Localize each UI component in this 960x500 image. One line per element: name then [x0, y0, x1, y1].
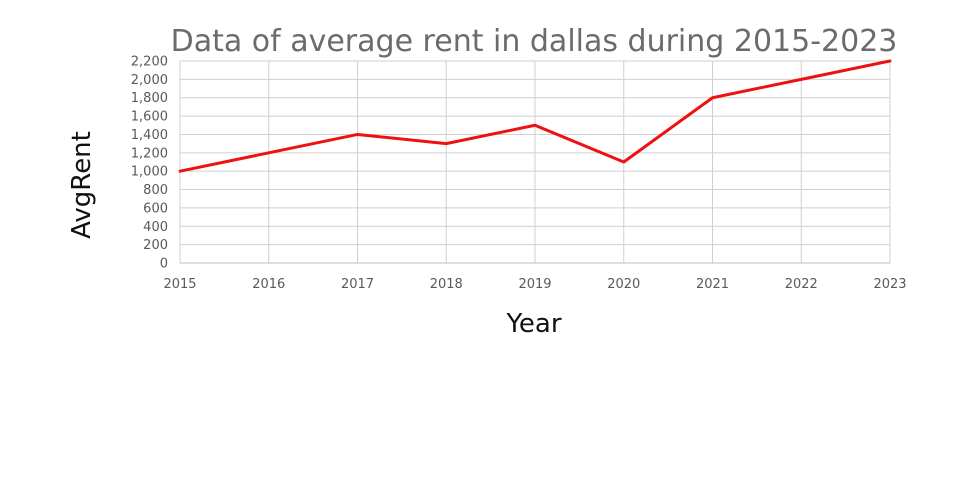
- grid: [179, 60, 891, 264]
- x-tick-label: 2016: [252, 277, 285, 292]
- x-tick-label: 2023: [873, 277, 906, 292]
- y-tick-label: 1,600: [131, 110, 168, 125]
- x-tick-label: 2015: [163, 277, 196, 292]
- y-axis-title: AvgRent: [67, 131, 97, 239]
- x-tick-label: 2017: [341, 277, 374, 292]
- x-axis-tick-labels: 2015 2016 2017 2018 2019 2020 2021 2022 2023: [163, 277, 906, 292]
- y-tick-label: 400: [143, 220, 168, 235]
- y-tick-label: 2,000: [131, 73, 168, 88]
- y-tick-label: 600: [143, 201, 168, 216]
- chart-title: Data of average rent in dallas during 20…: [171, 24, 898, 59]
- y-tick-label: 1,800: [131, 91, 168, 106]
- series-layer: [178, 59, 892, 173]
- y-tick-label: 2,200: [131, 55, 168, 70]
- y-tick-label: 200: [143, 238, 168, 253]
- y-tick-label: 1,000: [131, 165, 168, 180]
- x-tick-label: 2021: [696, 277, 729, 292]
- y-tick-label: 800: [143, 183, 168, 198]
- y-tick-label: 0: [160, 257, 168, 272]
- x-tick-label: 2019: [518, 277, 551, 292]
- y-tick-label: 1,200: [131, 146, 168, 161]
- x-tick-label: 2018: [430, 277, 463, 292]
- y-tick-label: 1,400: [131, 128, 168, 143]
- y-axis-tick-labels: 0 200 400 600 800 1,000 1,200 1,400 1,600 1,800 2,…: [131, 55, 168, 272]
- x-axis-title: Year: [505, 309, 561, 339]
- x-tick-label: 2022: [785, 277, 818, 292]
- x-tick-label: 2020: [607, 277, 640, 292]
